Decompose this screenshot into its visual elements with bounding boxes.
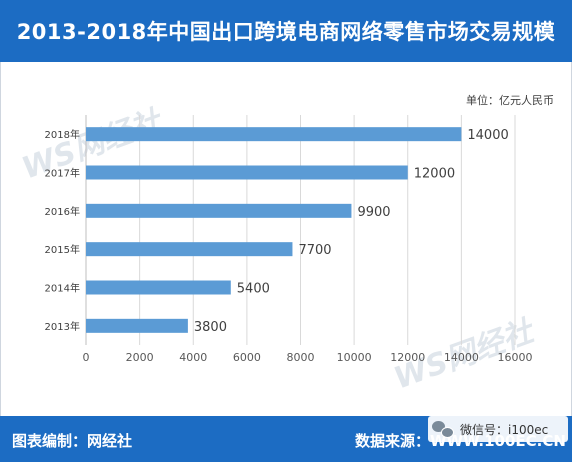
unit-label: 单位：亿元人民币 <box>466 94 554 107</box>
y-tick-label: 2016年 <box>45 205 80 218</box>
x-tick-label: 0 <box>83 351 90 364</box>
bar <box>86 165 408 180</box>
wechat-icon <box>432 420 454 438</box>
bar <box>86 242 293 257</box>
title-bar: 2013-2018年中国出口跨境电商网络零售市场交易规模 <box>0 0 572 62</box>
x-tick-label: 16000 <box>498 351 533 364</box>
bar <box>86 127 462 142</box>
y-tick-label: 2018年 <box>45 128 80 141</box>
x-tick-label: 8000 <box>287 351 315 364</box>
x-tick-label: 10000 <box>337 351 372 364</box>
data-label: 5400 <box>237 282 270 297</box>
chart-title: 2013-2018年中国出口跨境电商网络零售市场交易规模 <box>16 20 556 44</box>
x-tick-label: 14000 <box>444 351 479 364</box>
wechat-id: 微信号：i100ec <box>460 422 549 437</box>
wechat-badge: 微信号：i100ec <box>428 416 568 442</box>
x-tick-label: 4000 <box>179 351 207 364</box>
bar <box>86 203 352 218</box>
data-label: 14000 <box>467 128 508 143</box>
data-label: 7700 <box>298 243 331 258</box>
footer-compiler: 图表编制：网经社 <box>12 432 133 450</box>
x-tick-label: 12000 <box>390 351 425 364</box>
y-tick-label: 2015年 <box>45 243 80 256</box>
data-label: 3800 <box>194 320 227 335</box>
data-label: 9900 <box>357 205 390 220</box>
data-label: 12000 <box>414 167 455 182</box>
x-tick-label: 2000 <box>126 351 154 364</box>
x-tick-label: 6000 <box>233 351 261 364</box>
bar <box>86 280 231 295</box>
y-tick-label: 2014年 <box>45 282 80 295</box>
y-tick-label: 2013年 <box>45 320 80 333</box>
bar <box>86 318 188 333</box>
y-tick-label: 2017年 <box>45 167 80 180</box>
